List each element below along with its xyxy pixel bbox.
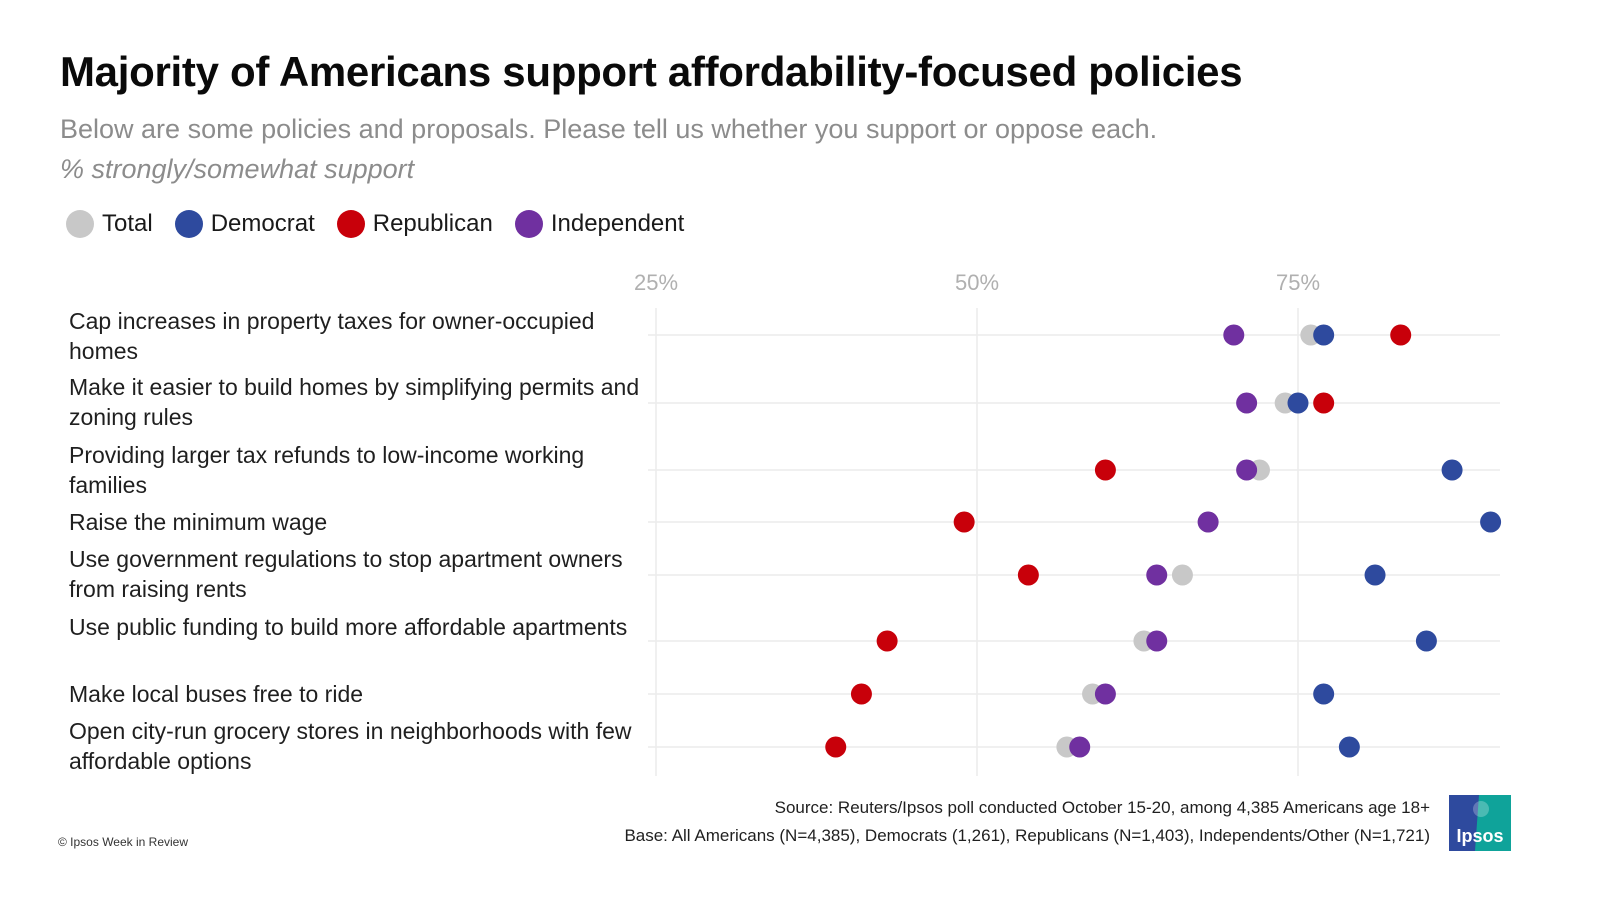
- dot-democrat: [1480, 511, 1502, 533]
- dot-republican: [1390, 324, 1412, 346]
- legend-marker-total: [66, 210, 94, 238]
- dot-democrat: [1287, 392, 1309, 414]
- logo-profile-icon: [1473, 801, 1489, 817]
- legend-label-independent: Independent: [550, 210, 685, 237]
- x-tick-label: 75%: [1276, 270, 1320, 295]
- dot-democrat: [1441, 459, 1463, 481]
- row-label: Use government regulations to stop apart…: [69, 546, 623, 602]
- chart-measure-note: % strongly/somewhat support: [60, 154, 415, 184]
- dot-republican: [1017, 564, 1039, 586]
- row-label: Raise the minimum wage: [69, 509, 328, 535]
- dot-democrat: [1338, 736, 1360, 758]
- dot-independent: [1069, 736, 1091, 758]
- row-label: Providing larger tax refunds to low-inco…: [69, 442, 585, 498]
- legend-item-democrat: Democrat: [174, 210, 315, 238]
- legend-marker-independent: [514, 210, 543, 238]
- row-label: Make it easier to build homes by simplif…: [69, 374, 640, 430]
- legend-label-total: Total: [102, 210, 153, 237]
- dot-democrat: [1364, 564, 1386, 586]
- legend-item-independent: Independent: [514, 210, 685, 238]
- legend-marker-democrat: [174, 210, 203, 238]
- copyright-note: © Ipsos Week in Review: [58, 835, 189, 849]
- row-label: Make local buses free to ride: [69, 681, 364, 707]
- ipsos-logo: Ipsos: [1449, 795, 1511, 851]
- dot-republican: [850, 683, 872, 705]
- dot-democrat: [1415, 630, 1437, 652]
- dot-total: [1171, 564, 1193, 586]
- legend-item-republican: Republican: [336, 210, 493, 238]
- x-tick-label: 25%: [634, 270, 678, 295]
- dot-republican: [953, 511, 975, 533]
- row-label: Open city-run grocery stores in neighbor…: [69, 718, 632, 774]
- dot-independent: [1146, 630, 1168, 652]
- dot-republican: [1094, 459, 1116, 481]
- dot-democrat: [1313, 324, 1335, 346]
- logo-text: Ipsos: [1456, 826, 1504, 846]
- legend-label-democrat: Democrat: [210, 210, 315, 237]
- legend-item-total: Total: [66, 210, 153, 238]
- dot-republican: [876, 630, 898, 652]
- dot-independent: [1146, 564, 1168, 586]
- dot-republican: [1313, 392, 1335, 414]
- x-tick-label: 50%: [955, 270, 999, 295]
- dot-republican: [825, 736, 847, 758]
- chart-subtitle: Below are some policies and proposals. P…: [60, 114, 1158, 144]
- dot-independent: [1236, 392, 1258, 414]
- row-label: Cap increases in property taxes for owne…: [69, 308, 595, 364]
- legend-label-republican: Republican: [372, 210, 493, 237]
- chart-title: Majority of Americans support affordabil…: [60, 48, 1243, 95]
- dot-independent: [1236, 459, 1258, 481]
- dot-independent: [1197, 511, 1219, 533]
- dot-independent: [1223, 324, 1245, 346]
- legend-marker-republican: [336, 210, 365, 238]
- base-note: Base: All Americans (N=4,385), Democrats…: [624, 826, 1430, 845]
- dot-independent: [1094, 683, 1116, 705]
- source-note: Source: Reuters/Ipsos poll conducted Oct…: [774, 798, 1430, 817]
- dot-democrat: [1313, 683, 1335, 705]
- logo-accent: [1475, 795, 1511, 851]
- ipsos-logo-graphic: [1449, 795, 1511, 851]
- row-label: Use public funding to build more afforda…: [69, 614, 628, 640]
- legend: Total Democrat Republican Independent: [66, 210, 706, 238]
